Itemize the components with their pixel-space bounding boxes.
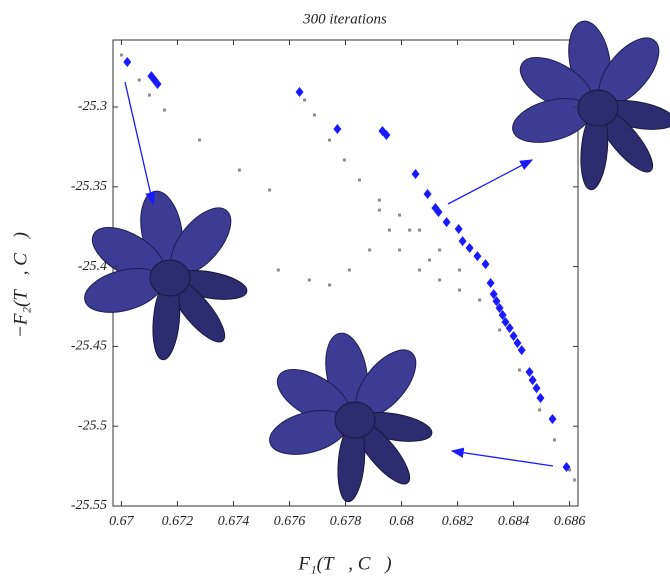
pareto-point [465, 242, 474, 253]
arrow [124, 81, 156, 206]
pareto-point [513, 338, 522, 349]
population-point [573, 478, 577, 482]
population-point [458, 288, 462, 292]
population-point [342, 158, 346, 162]
x-tick-label: 0.684 [498, 514, 530, 529]
plot-area [119, 53, 577, 482]
flower-image [79, 187, 250, 362]
population-point [137, 78, 141, 82]
pareto-point [505, 323, 514, 334]
population-point [458, 268, 462, 272]
x-axis-label: F₁(T⃗, C⃗) [297, 553, 391, 574]
population-point [307, 278, 311, 282]
population-point [147, 93, 151, 97]
pareto-point [495, 302, 504, 313]
x-tick-label: 0.682 [442, 514, 474, 529]
y-axis-label: −F₂(T⃗, C⃗) [10, 232, 31, 338]
pareto-point [498, 309, 507, 320]
population-point [568, 468, 572, 472]
pareto-point [525, 366, 534, 377]
population-point [438, 278, 442, 282]
population-point [347, 268, 351, 272]
population-point [237, 168, 241, 172]
population-point [417, 228, 421, 232]
population-point [417, 268, 421, 272]
x-tick-label: 0.67 [109, 514, 135, 529]
pareto-point [509, 331, 518, 342]
x-tick-label: 0.686 [554, 514, 586, 529]
population-point [517, 368, 521, 372]
pareto-point [481, 259, 490, 270]
pareto-point [153, 79, 162, 90]
population-point [368, 248, 372, 252]
pareto-point [442, 217, 451, 228]
pareto-point [501, 316, 510, 327]
pareto-point [528, 375, 537, 386]
pareto-point [517, 345, 526, 356]
pareto-point [473, 251, 482, 262]
pareto-point [536, 392, 545, 403]
population-point [377, 198, 381, 202]
chart-title: 300 iterations [302, 11, 387, 27]
population-point [312, 113, 316, 117]
x-tick-label: 0.672 [162, 514, 194, 529]
pareto-point [489, 289, 498, 300]
pareto-point [458, 236, 467, 247]
pareto-point [423, 189, 432, 200]
population-point [163, 108, 167, 112]
population-point [478, 298, 482, 302]
population-point [538, 408, 542, 412]
population-point [358, 178, 362, 182]
x-tick-label: 0.678 [330, 514, 362, 529]
population-point [428, 258, 432, 262]
y-tick-label: -25.4 [78, 259, 107, 274]
population-point [328, 138, 332, 142]
population-point [552, 438, 556, 442]
population-point [387, 228, 391, 232]
y-tick-label: -25.45 [71, 339, 107, 354]
population-point [328, 283, 332, 287]
pareto-point [411, 169, 420, 180]
pareto-point [123, 57, 132, 68]
arrow [450, 447, 554, 467]
population-point [268, 188, 272, 192]
population-point [438, 248, 442, 252]
population-point [377, 208, 381, 212]
flower-image [507, 17, 670, 192]
pareto-point [295, 87, 304, 98]
pareto-point [333, 124, 342, 135]
pareto-point [382, 129, 391, 140]
y-tick-label: -25.5 [78, 418, 107, 433]
x-tick-label: 0.676 [274, 514, 306, 529]
population-point [398, 248, 402, 252]
population-point [408, 228, 412, 232]
pareto-point [434, 207, 443, 218]
pareto-point [562, 462, 571, 473]
annotations [79, 17, 670, 504]
population-point [198, 138, 202, 142]
flower-image [264, 329, 435, 504]
population-point [303, 98, 307, 102]
pareto-point [548, 414, 557, 425]
population-point [276, 268, 280, 272]
x-tick-label: 0.674 [218, 514, 250, 529]
pareto-point [486, 278, 495, 289]
y-tick-label: -25.35 [71, 179, 107, 194]
population-point [398, 213, 402, 217]
population-point [498, 328, 502, 332]
pareto-point [454, 223, 463, 234]
pareto-point [492, 296, 501, 307]
arrow [447, 159, 534, 205]
x-tick-label: 0.68 [389, 514, 414, 529]
y-tick-label: -25.3 [78, 99, 107, 114]
population-point [119, 53, 123, 57]
pareto-point [532, 383, 541, 394]
y-tick-label: -25.55 [71, 498, 107, 513]
